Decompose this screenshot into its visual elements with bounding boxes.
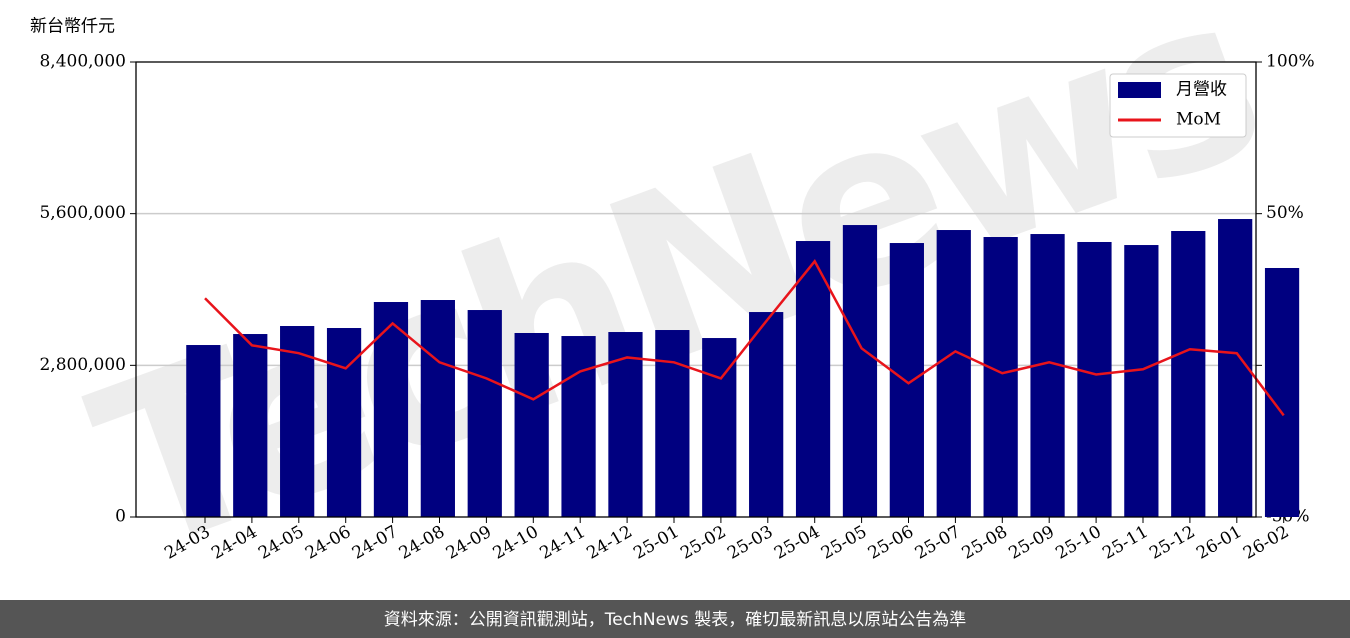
x-tick-label: 25-02	[677, 522, 729, 564]
x-tick-label: 25-06	[865, 522, 917, 564]
plot-frame	[135, 61, 1257, 518]
x-tick-label: 25-11	[1099, 522, 1151, 564]
bar	[842, 225, 878, 517]
y-tick-label: 5,600,000	[39, 203, 126, 223]
bar	[983, 237, 1018, 517]
legend-label: 月營收	[1176, 80, 1227, 100]
y-axis-label: 新台幣仟元	[30, 17, 115, 37]
bar	[1030, 234, 1065, 518]
bar	[936, 230, 971, 517]
x-tick-label: 24-12	[583, 522, 635, 564]
x-tick-label: 25-10	[1052, 522, 1104, 564]
y-tick-label: 2,800,000	[39, 355, 126, 375]
bar	[514, 332, 549, 517]
bar	[1124, 245, 1159, 517]
bar	[1264, 267, 1300, 517]
x-tick-label: 24-11	[537, 522, 589, 564]
bar	[373, 302, 409, 517]
line	[204, 259, 1285, 417]
y2-tick-label: 100%	[1266, 52, 1315, 72]
bar	[420, 300, 455, 517]
bar	[186, 345, 221, 517]
bar	[1077, 241, 1112, 517]
legend-label: MoM	[1176, 110, 1221, 130]
legend-swatch	[1118, 82, 1161, 98]
bar	[749, 312, 784, 517]
footer-bar	[0, 600, 1350, 638]
x-tick-label: 25-12	[1146, 522, 1198, 564]
x-tick-label: 24-09	[443, 522, 495, 564]
x-tick-label: 25-05	[818, 522, 870, 564]
x-tick-label: 25-04	[771, 522, 823, 564]
y-tick-label: 8,400,000	[39, 52, 126, 72]
bar	[326, 328, 362, 517]
source-note: 資料來源：公開資訊觀測站，TechNews 製表，確切最新訊息以原站公告為準	[384, 610, 966, 630]
bar	[889, 243, 924, 517]
y-tick-label: 0	[115, 507, 126, 527]
x-tick-label: 24-08	[396, 522, 448, 564]
x-tick-label: 26-01	[1193, 522, 1245, 564]
bar	[561, 336, 596, 517]
x-tick-label: 24-10	[490, 522, 542, 564]
x-tick-label: 25-03	[724, 522, 776, 564]
bar	[467, 310, 502, 517]
bar	[233, 334, 268, 517]
bar	[1171, 231, 1206, 517]
bar	[795, 241, 831, 518]
x-tick-label: 25-09	[1006, 522, 1058, 564]
bar	[280, 326, 315, 517]
x-tick-label: 25-07	[912, 522, 964, 564]
x-tick-label: 26-02	[1240, 522, 1292, 564]
x-tick-label: 25-08	[959, 522, 1011, 564]
bar	[608, 332, 643, 517]
bar	[655, 330, 690, 517]
y2-tick-label: 50%	[1266, 203, 1304, 223]
x-tick-label: 25-01	[630, 522, 682, 564]
